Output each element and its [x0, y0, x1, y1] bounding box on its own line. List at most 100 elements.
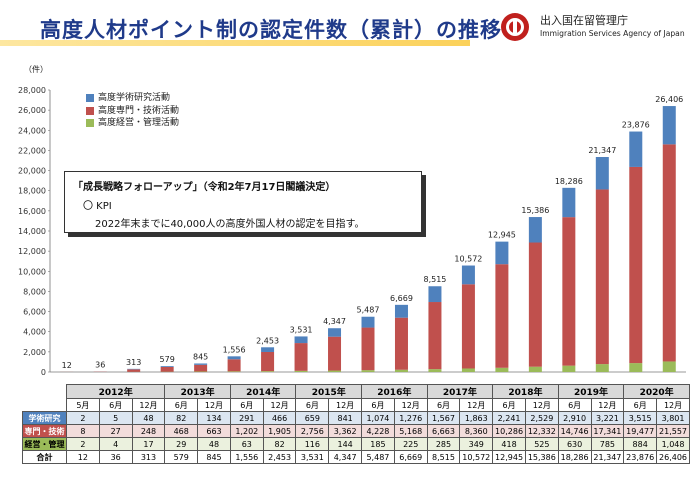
- month-header: 12月: [328, 398, 363, 412]
- y-tick-label: 8,000: [23, 287, 46, 296]
- table-cell: 884: [623, 437, 658, 451]
- table-cell: 3,362: [328, 424, 363, 438]
- table-cell: 36: [98, 450, 133, 464]
- bar-segment: [662, 144, 676, 362]
- bar-segment: [294, 343, 308, 371]
- y-tick-label: 14,000: [18, 227, 46, 236]
- table-cell: 2,756: [295, 424, 330, 438]
- bar-segment: [328, 328, 342, 337]
- bar-segment: [394, 304, 408, 318]
- table-cell: 841: [328, 411, 363, 425]
- month-header: 5月: [66, 398, 100, 412]
- year-header: 2020年: [623, 384, 690, 399]
- bar-segment: [361, 327, 375, 371]
- table-cell: 1,202: [229, 424, 264, 438]
- table-cell: 8,360: [459, 424, 494, 438]
- table-cell: 5: [98, 411, 133, 425]
- legend-label: 高度経営・管理活動: [98, 118, 180, 128]
- callout-title: 「成長戦略フォローアップ」（令和2年7月17日閣議決定）: [73, 182, 336, 193]
- legend-swatch: [86, 94, 94, 103]
- bar-segment: [328, 336, 342, 371]
- table-cell: 4: [98, 437, 133, 451]
- bar-segment: [227, 356, 241, 360]
- table-cell: 4,228: [361, 424, 395, 438]
- total-data-label: 579: [160, 355, 175, 364]
- table-cell: 8,515: [426, 450, 461, 464]
- table-cell: 2,529: [524, 411, 559, 425]
- bar-segment: [595, 157, 609, 190]
- bar-segment: [662, 106, 676, 145]
- bar-segment: [160, 366, 174, 367]
- table-cell: 21,557: [656, 424, 690, 438]
- month-header: 6月: [426, 398, 461, 412]
- growth-strategy-callout: 「成長戦略フォローアップ」（令和2年7月17日閣議決定） 〇 KPI 2022年…: [64, 171, 422, 233]
- table-cell: 659: [295, 411, 330, 425]
- bar-segment: [261, 351, 275, 372]
- table-cell: 26,406: [656, 450, 690, 464]
- legend-label: 高度学術研究活動: [98, 93, 171, 103]
- year-header: 2018年: [492, 384, 559, 399]
- bar-segment: [629, 131, 643, 167]
- table-cell: 1,863: [459, 411, 494, 425]
- table-cell: 10,572: [459, 450, 494, 464]
- table-year-row: 2012年 2013年 2014年 2015年 2016年 2017年 2018年 2019年…: [22, 384, 690, 412]
- month-header: 6月: [361, 398, 395, 412]
- y-tick-label: 2,000: [23, 348, 46, 357]
- total-data-label: 8,515: [423, 275, 446, 284]
- bar-segment: [495, 367, 509, 372]
- bar-segment: [629, 363, 643, 372]
- row-header: 経営・管理: [22, 437, 67, 451]
- table-cell: 3,221: [590, 411, 625, 425]
- table-cell: 3,515: [623, 411, 658, 425]
- table-cell: 21,347: [590, 450, 625, 464]
- table-cell: 2,910: [557, 411, 592, 425]
- bar-segment: [562, 365, 576, 372]
- table-month-row: 5月 6月 12月 6月 12月 6月 12月 6月 12月 6月 12月 6月 12月 6月 12月 6月 1…: [23, 398, 690, 412]
- table-cell: 15,386: [524, 450, 559, 464]
- bar-segment: [328, 370, 342, 372]
- bar-segment: [428, 369, 442, 372]
- table-cell: 291: [229, 411, 264, 425]
- legend-label: 高度専門・技術活動: [98, 105, 180, 116]
- month-header: 12月: [131, 398, 166, 412]
- bar-segment: [595, 189, 609, 365]
- total-data-label: 1,556: [223, 345, 246, 354]
- y-tick-label: 18,000: [18, 187, 46, 196]
- table-cell: 6,669: [393, 450, 428, 464]
- table-cell: 82: [164, 411, 199, 425]
- y-tick-label: 22,000: [18, 146, 46, 155]
- legend-swatch: [86, 119, 94, 128]
- table-cell: 10,286: [492, 424, 526, 438]
- month-header: 12月: [656, 398, 690, 412]
- total-data-label: 3,531: [290, 325, 313, 334]
- month-header: 6月: [623, 398, 658, 412]
- month-header: 6月: [295, 398, 330, 412]
- agency-logo-icon: [501, 13, 529, 41]
- table-row: 学術研究 2 5 48 82 134 291 466 659 841 1,074 1,276 1,567…: [22, 411, 690, 425]
- y-tick-label: 24,000: [18, 126, 46, 135]
- bar-segment: [461, 368, 475, 372]
- table-cell: 313: [131, 450, 166, 464]
- bar-segment: [461, 284, 475, 369]
- table-cell: 5,168: [393, 424, 428, 438]
- year-header: 2012年: [65, 384, 166, 399]
- table-cell: 579: [164, 450, 199, 464]
- month-header: 6月: [98, 398, 133, 412]
- legend-swatch: [86, 106, 94, 115]
- year-header: 2017年: [426, 384, 494, 399]
- table-cell: 1,074: [361, 411, 395, 425]
- bar-segment: [528, 217, 542, 243]
- table-cell: 29: [164, 437, 199, 451]
- bar-segment: [261, 347, 275, 352]
- legend-item-academic: 高度学術研究活動: [86, 92, 179, 105]
- month-header: 12月: [262, 398, 297, 412]
- chart-legend: 高度学術研究活動 高度専門・技術活動 高度経営・管理活動: [86, 92, 179, 130]
- table-cell: 2,453: [262, 450, 297, 464]
- bar-segment: [595, 364, 609, 372]
- table-cell: 23,876: [623, 450, 658, 464]
- table-cell: 19,477: [623, 424, 658, 438]
- title-underline: [0, 40, 470, 46]
- agency-name-jp: 出入国在留管理庁: [540, 14, 628, 27]
- year-header: 2013年: [164, 384, 231, 399]
- stacked-bar-chart: 0 2,000 4,000 6,000 8,000 10,000 12,000 14,000 1…: [18, 86, 686, 377]
